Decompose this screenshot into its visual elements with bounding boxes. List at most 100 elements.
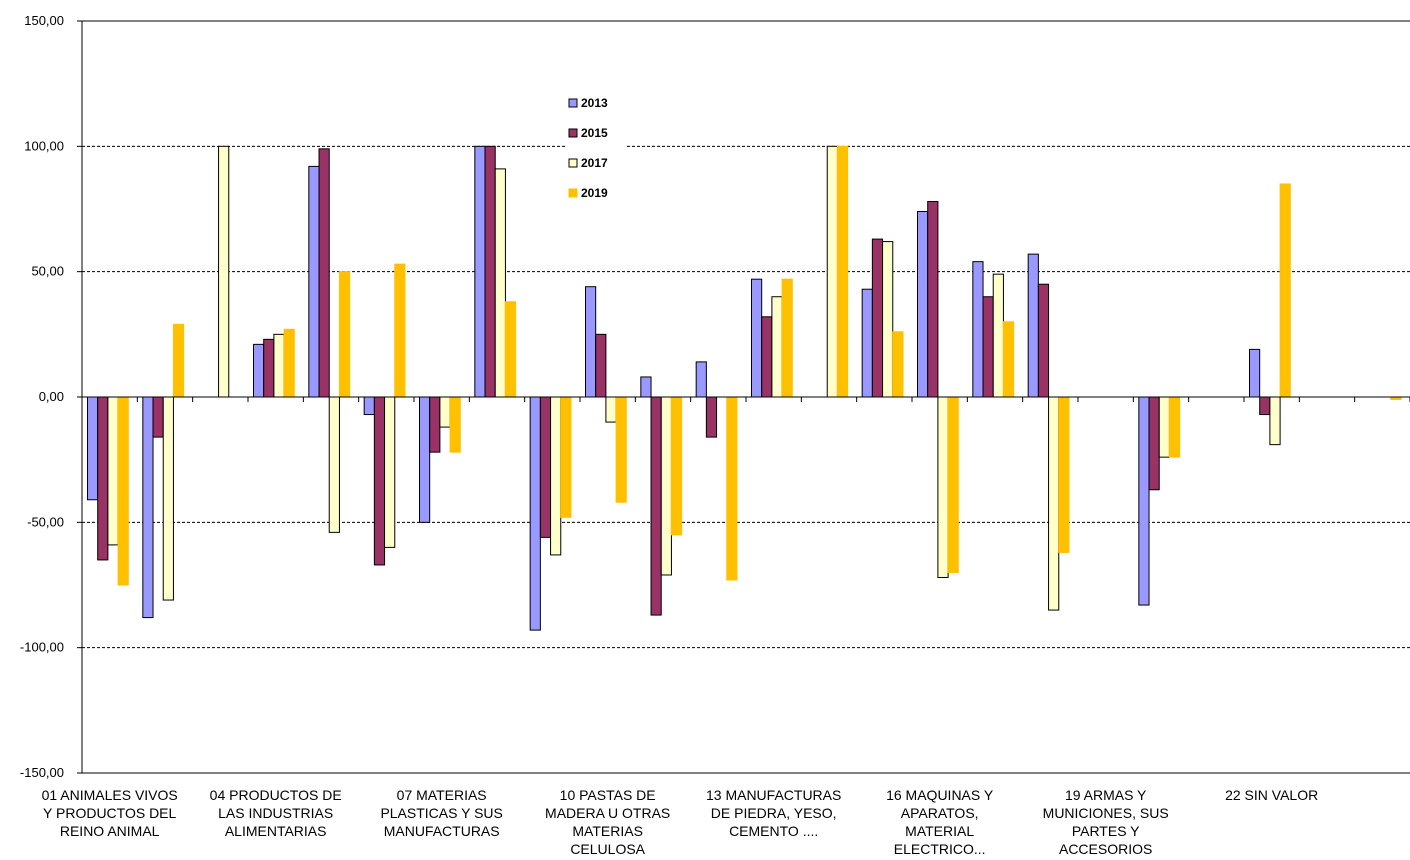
legend-background: [565, 89, 627, 201]
bar-2017: [273, 333, 285, 398]
bar-2017: [107, 396, 119, 546]
category-label-line: PLASTICAS Y SUS: [380, 805, 502, 821]
category-label-line: 04 PRODUCTOS DE: [210, 787, 342, 803]
bar-2017: [771, 296, 783, 398]
bar-2017: [1048, 396, 1060, 611]
category-label-line: MATERIAS: [572, 823, 643, 839]
bar-2019: [670, 396, 683, 536]
bar-2019: [283, 328, 295, 398]
bar-2015: [263, 338, 275, 398]
bar-2015: [539, 396, 552, 538]
bar-2013: [253, 343, 265, 398]
bar-2013: [419, 396, 431, 523]
bar-2017: [494, 168, 506, 398]
legend-swatch-2017: [568, 158, 578, 168]
category-label: 10 PASTAS DE MADERA U OTRAS MATERIAS CELULO…: [545, 787, 670, 857]
category-label-line: 10 PASTAS DE: [560, 787, 656, 803]
bar-2013: [585, 286, 597, 398]
bar-2013: [308, 165, 320, 398]
category-label: 16 MAQUINAS Y APARATOS, MATERIAL ELECTRICO.…: [886, 787, 994, 857]
bar-2017: [826, 145, 838, 398]
bar-2015: [927, 200, 939, 398]
bar-2015: [871, 238, 884, 398]
category-label-line: REINO ANIMAL: [60, 823, 160, 839]
bar-2017: [882, 241, 894, 398]
bar-2017: [605, 396, 617, 423]
bar-2015: [1148, 396, 1160, 491]
category-label-line: DE PIEDRA, YESO,: [711, 805, 837, 821]
bar-2015: [650, 396, 662, 616]
bar-2017: [1158, 396, 1170, 458]
bar-2015: [152, 396, 164, 438]
legend-swatch-2013: [568, 98, 578, 108]
bar-2015: [1037, 283, 1050, 398]
y-tick-label: 150,00: [24, 13, 64, 28]
bar-2015: [1259, 396, 1271, 416]
bar-2013: [917, 211, 929, 398]
bar-2013: [529, 396, 541, 631]
bar-2017: [1269, 396, 1281, 446]
bar-2017: [384, 396, 396, 548]
category-label: 19 ARMAS Y MUNICIONES, SUS PARTES Y ACCESOR…: [1043, 787, 1169, 857]
category-label: 13 MANUFACTURAS DE PIEDRA, YESO, CEMENTO .…: [706, 787, 841, 839]
bar-2019: [615, 396, 627, 503]
bar-2017: [439, 396, 451, 428]
y-tick-label: -100,00: [20, 640, 64, 655]
y-tick-label: 0,00: [39, 389, 64, 404]
category-label-line: 13 MANUFACTURAS: [706, 787, 841, 803]
bar-2015: [429, 396, 441, 453]
y-tick-labels: 150,00 100,00 50,00 0,00 -50,00 -100,00 -150,0…: [20, 13, 64, 780]
bar-2013: [861, 288, 873, 398]
bar-2013: [1138, 396, 1150, 606]
bar-2013: [640, 376, 652, 398]
bar-2019: [338, 271, 351, 398]
y-tick-label: 100,00: [24, 138, 64, 153]
bar-2017: [992, 273, 1004, 398]
category-label-line: CELULOSA: [570, 841, 645, 857]
bar-2017: [218, 145, 230, 398]
legend: 2013 2015 2017 2019: [565, 89, 627, 201]
category-label-line: ALIMENTARIAS: [225, 823, 327, 839]
bar-2019: [781, 278, 793, 398]
bar-2013: [474, 145, 486, 398]
bar-2015: [595, 333, 607, 398]
y-tick-label: -50,00: [27, 514, 64, 529]
bar-2015: [705, 396, 718, 438]
bar-2019: [1168, 396, 1181, 458]
bar-2015: [97, 396, 109, 561]
y-tick-label: -150,00: [20, 765, 64, 780]
category-label-line: CEMENTO ....: [729, 823, 818, 839]
bar-2019: [947, 396, 959, 573]
category-label: 01 ANIMALES VIVOS Y PRODUCTOS DEL REINO AN…: [42, 787, 178, 839]
category-label-line: APARATOS,: [901, 805, 979, 821]
y-tick-label: 50,00: [31, 264, 64, 279]
legend-label-2015: 2015: [581, 126, 608, 140]
category-label-line: MADERA U OTRAS: [545, 805, 670, 821]
category-label: 04 PRODUCTOS DE LAS INDUSTRIAS ALIMENTARIA…: [210, 787, 342, 839]
category-label-line: MANUFACTURAS: [384, 823, 500, 839]
bar-2019: [892, 331, 904, 398]
bar-2019: [726, 396, 738, 581]
bar-2017: [162, 396, 174, 601]
axes: [77, 20, 1410, 774]
bar-2015: [761, 316, 773, 398]
category-label-line: 07 MATERIAS: [397, 787, 487, 803]
category-label-line: PARTES Y: [1072, 823, 1140, 839]
bar-2013: [972, 261, 984, 398]
category-label-line: MATERIAL: [905, 823, 974, 839]
bar-2013: [142, 396, 154, 619]
bar-2017: [660, 396, 672, 576]
bar-2019: [836, 145, 849, 398]
bar-2015: [484, 145, 496, 398]
bar-2013: [1027, 253, 1039, 398]
bar-2017: [550, 396, 562, 556]
category-label: 07 MATERIAS PLASTICAS Y SUS MANUFACTURAS: [380, 787, 502, 839]
bar-2019: [172, 323, 185, 398]
bar-2019: [449, 396, 461, 453]
legend-swatch-2015: [568, 128, 578, 138]
bar-2015: [373, 396, 386, 566]
category-label-line: 01 ANIMALES VIVOS: [42, 787, 178, 803]
legend-label-2019: 2019: [581, 186, 608, 200]
